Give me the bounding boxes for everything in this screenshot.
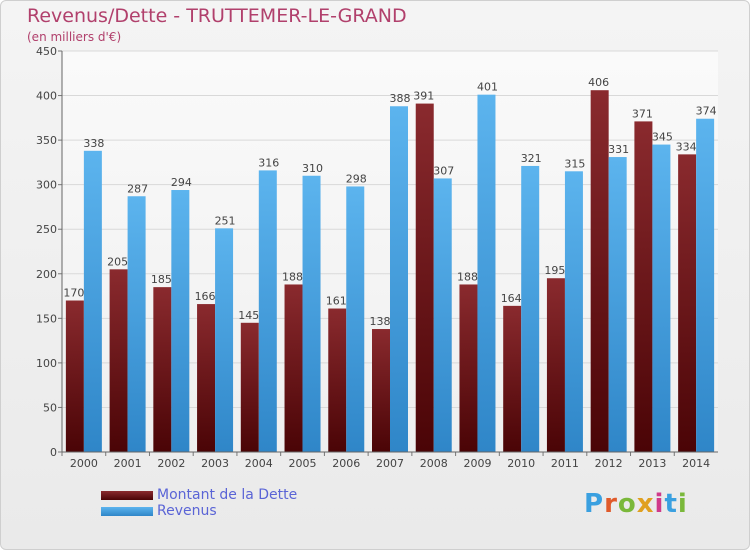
bar-debt (109, 269, 128, 452)
y-tick-label: 200 (36, 268, 57, 281)
legend-item-revenue: Revenus (101, 503, 297, 519)
y-tick-label: 150 (36, 312, 57, 325)
data-label-revenue: 401 (477, 81, 498, 94)
data-label-debt: 391 (413, 90, 434, 103)
x-tick-label: 2010 (507, 457, 535, 470)
x-tick-label: 2000 (70, 457, 98, 470)
x-tick-label: 2003 (201, 457, 229, 470)
y-tick-label: 400 (36, 90, 57, 103)
y-tick-label: 100 (36, 357, 57, 370)
x-tick-label: 2006 (332, 457, 360, 470)
bar-debt (503, 305, 522, 452)
y-tick-label: 450 (36, 45, 57, 58)
data-label-debt: 188 (457, 270, 478, 283)
data-label-revenue: 315 (564, 157, 585, 170)
bar-revenue (127, 196, 146, 452)
data-label-debt: 164 (501, 292, 522, 305)
data-label-debt: 195 (544, 264, 565, 277)
data-label-debt: 188 (282, 270, 303, 283)
data-label-revenue: 338 (83, 137, 104, 150)
y-tick-label: 0 (50, 446, 57, 459)
bar-revenue (608, 157, 627, 452)
legend-swatch-revenue (101, 506, 153, 516)
legend-swatch-debt (101, 490, 153, 500)
x-tick-label: 2004 (245, 457, 273, 470)
data-label-revenue: 388 (390, 92, 411, 105)
x-tick-label: 2009 (463, 457, 491, 470)
data-label-revenue: 294 (171, 176, 192, 189)
bar-debt (240, 322, 259, 452)
data-label-debt: 170 (63, 287, 84, 300)
bar-debt (678, 154, 697, 452)
data-label-revenue: 374 (696, 105, 717, 118)
data-label-debt: 138 (370, 315, 391, 328)
bar-debt (415, 103, 434, 452)
bar-revenue (433, 178, 452, 452)
data-label-revenue: 331 (608, 143, 629, 156)
data-label-debt: 161 (326, 295, 347, 308)
x-tick-label: 2008 (420, 457, 448, 470)
bar-debt (153, 287, 172, 452)
bar-revenue (652, 144, 671, 453)
bar-revenue (564, 171, 583, 453)
legend-label-revenue: Revenus (157, 503, 217, 519)
bar-debt (546, 278, 565, 452)
x-tick-label: 2011 (551, 457, 579, 470)
data-label-debt: 205 (107, 255, 128, 268)
data-label-revenue: 251 (215, 214, 236, 227)
x-tick-label: 2007 (376, 457, 404, 470)
y-tick-label: 350 (36, 134, 57, 147)
bar-revenue (83, 150, 102, 452)
chart-subtitle: (en milliers d'€) (27, 30, 122, 44)
data-label-debt: 371 (632, 107, 653, 120)
bar-revenue (477, 94, 496, 453)
bar-revenue (171, 190, 190, 452)
x-tick-label: 2001 (114, 457, 142, 470)
bar-debt (65, 300, 84, 452)
x-tick-label: 2014 (682, 457, 710, 470)
data-label-revenue: 310 (302, 162, 323, 175)
data-label-revenue: 298 (346, 172, 367, 185)
bar-revenue (258, 170, 277, 453)
bar-debt (284, 284, 303, 452)
data-label-debt: 185 (151, 273, 172, 286)
bar-debt (328, 308, 347, 452)
data-label-debt: 166 (195, 290, 216, 303)
bar-debt (372, 329, 390, 452)
data-label-revenue: 287 (127, 182, 148, 195)
x-tick-label: 2005 (289, 457, 317, 470)
chart-title: Revenus/Dette - TRUTTEMER-LE-GRAND (27, 5, 407, 27)
y-tick-label: 250 (36, 223, 57, 236)
bar-debt (197, 304, 216, 452)
bar-revenue (302, 175, 321, 452)
data-label-revenue: 316 (258, 156, 279, 169)
bar-revenue (390, 106, 408, 452)
bar-revenue (346, 186, 365, 452)
data-label-revenue: 345 (652, 131, 673, 144)
legend-item-debt: Montant de la Dette (101, 487, 297, 503)
bar-debt (459, 284, 478, 452)
bar-revenue (696, 118, 715, 453)
data-label-debt: 334 (676, 140, 697, 153)
x-tick-label: 2013 (638, 457, 666, 470)
data-label-revenue: 321 (521, 152, 542, 165)
legend-label-debt: Montant de la Dette (157, 487, 298, 503)
data-label-debt: 145 (238, 309, 259, 322)
data-label-debt: 406 (588, 76, 609, 89)
y-tick-label: 300 (36, 179, 57, 192)
bar-debt (590, 90, 609, 452)
y-tick-label: 50 (43, 401, 57, 414)
bar-debt (634, 121, 653, 453)
bar-revenue (521, 165, 540, 452)
x-tick-label: 2012 (595, 457, 623, 470)
bar-revenue (215, 228, 234, 452)
proxiti-logo: Proxiti (584, 489, 688, 519)
legend: Montant de la Dette Revenus (101, 487, 297, 519)
data-label-revenue: 307 (433, 164, 454, 177)
x-tick-label: 2002 (157, 457, 185, 470)
